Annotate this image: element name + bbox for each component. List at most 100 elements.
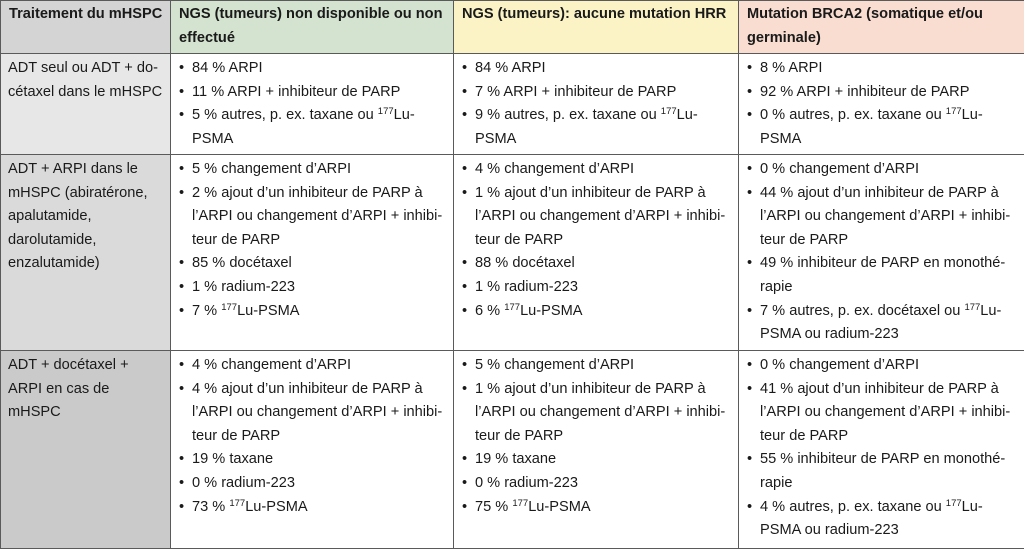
item-text: 88 % docétaxel — [475, 255, 575, 272]
item-text: 7 % ARPI + inhibiteur de PARP — [475, 83, 677, 100]
item-text: 49 % inhibiteur de PARP en monothé­rapie — [760, 255, 1006, 295]
item-text: 4 % ajout d’un inhibiteur de PARP à l’AR… — [192, 380, 443, 444]
list-item: • 92 % ARPI + inhibiteur de PARP — [747, 81, 1018, 105]
bullet-list: • 84 % ARPI • 11 % ARPI + inhibiteur de PAR… — [179, 57, 447, 151]
table-row: ADT seul ou ADT + do­cétaxel dans le mHS… — [0, 53, 1024, 155]
bullet-icon: • — [179, 278, 185, 295]
bullet-icon: • — [179, 255, 185, 272]
table-row: ADT + ARPI dans le mHSPC (abiratérone, a… — [0, 154, 1024, 351]
item-text: 0 % changement d’ARPI — [760, 161, 919, 177]
item-text: 84 % ARPI — [475, 60, 546, 76]
item-text: 11 % ARPI + inhibiteur de PARP — [192, 83, 401, 100]
bullet-list: • 5 % changement d’ARPI • 1 % ajout d’un in… — [462, 354, 732, 519]
bullet-icon: • — [462, 357, 468, 373]
list-item: • 0 % radium-223 — [462, 472, 732, 496]
bullet-icon: • — [747, 184, 753, 201]
item-text: 1 % ajout d’un inhibiteur de PARP à l’AR… — [475, 380, 726, 444]
bullet-icon: • — [747, 498, 753, 515]
bullet-icon: • — [747, 60, 753, 76]
list-item: • 1 % ajout d’un inhibiteur de PARP à l’A… — [462, 378, 732, 449]
item-text: 55 % inhibiteur de PARP en monothé­rapie — [760, 451, 1006, 491]
bullet-icon: • — [179, 474, 185, 491]
list-item: • 0 % autres, p. ex. taxane ou 177Lu-PSMA — [747, 104, 1018, 151]
item-text: 0 % changement d’ARPI — [760, 357, 919, 373]
list-item: • 55 % inhibiteur de PARP en monothé­rapi… — [747, 448, 1018, 495]
bullet-icon: • — [747, 83, 753, 100]
bullet-icon: • — [179, 107, 185, 124]
cell-ngs-unavailable: • 84 % ARPI • 11 % ARPI + inhibiteur de PAR… — [170, 53, 454, 155]
list-item: • 2 % ajout d’un inhibiteur de PARP à l’A… — [179, 182, 447, 253]
item-text: 2 % ajout d’un inhibiteur de PARP à l’AR… — [192, 184, 443, 248]
row-label: ADT + ARPI dans le mHSPC (abiratérone, a… — [0, 154, 171, 351]
cell-ngs-no-hrr: • 84 % ARPI • 7 % ARPI + inhibiteur de PARP… — [453, 53, 739, 155]
bullet-list: • 5 % changement d’ARPI • 2 % ajout d’un in… — [179, 158, 447, 323]
item-text: 0 % radium-223 — [475, 474, 579, 491]
bullet-icon: • — [747, 302, 753, 319]
row-label: ADT + docétaxel + ARPI en cas de mHSPC — [0, 350, 171, 549]
bullet-list: • 0 % changement d’ARPI • 44 % ajout d’un i… — [747, 158, 1018, 347]
bullet-icon: • — [462, 278, 468, 295]
bullet-icon: • — [747, 357, 753, 373]
bullet-list: • 4 % changement d’ARPI • 4 % ajout d’un in… — [179, 354, 447, 519]
item-text: 0 % autres, p. ex. taxane ou — [760, 107, 946, 124]
item-text: 75 % — [475, 498, 513, 515]
list-item: • 19 % taxane — [179, 448, 447, 472]
bullet-list: • 8 % ARPI • 92 % ARPI + inhibiteur de PARP… — [747, 57, 1018, 151]
bullet-icon: • — [462, 302, 468, 319]
bullet-icon: • — [462, 451, 468, 468]
cell-brca2: • 0 % changement d’ARPI • 44 % ajout d’un i… — [738, 154, 1024, 351]
list-item: • 41 % ajout d’un inhibiteur de PARP à l’… — [747, 378, 1018, 449]
item-text: Lu-PSMA — [475, 107, 698, 147]
list-item: • 75 % 177Lu-PSMA — [462, 496, 732, 520]
bullet-icon: • — [179, 60, 185, 76]
list-item: • 8 % ARPI — [747, 57, 1018, 81]
table-row: ADT + docétaxel + ARPI en cas de mHSPC •… — [0, 350, 1024, 549]
bullet-list: • 0 % changement d’ARPI • 41 % ajout d’un i… — [747, 354, 1018, 543]
isotope-superscript: 177 — [964, 301, 981, 313]
isotope-superscript: 177 — [504, 301, 521, 313]
header-row: Traitement du mHSPC NGS (tumeurs) non di… — [0, 0, 1024, 54]
item-text: 85 % docétaxel — [192, 255, 292, 272]
list-item: • 1 % radium-223 — [462, 276, 732, 300]
list-item: • 9 % autres, p. ex. taxane ou 177Lu-PSMA — [462, 104, 732, 151]
list-item: • 84 % ARPI — [179, 57, 447, 81]
list-item: • 6 % 177Lu-PSMA — [462, 300, 732, 324]
item-text: 19 % taxane — [192, 451, 274, 468]
item-text: 5 % changement d’ARPI — [475, 357, 634, 373]
bullet-list: • 84 % ARPI • 7 % ARPI + inhibiteur de PARP… — [462, 57, 732, 151]
item-text: 44 % ajout d’un inhibiteur de PARP à l’A… — [760, 184, 1011, 248]
list-item: • 7 % ARPI + inhibiteur de PARP — [462, 81, 732, 105]
item-text: Lu-PSMA — [192, 107, 415, 147]
cell-brca2: • 8 % ARPI • 92 % ARPI + inhibiteur de PARP… — [738, 53, 1024, 155]
item-text: 5 % autres, p. ex. taxane ou — [192, 107, 378, 124]
item-text: Lu-PSMA — [760, 107, 983, 147]
bullet-icon: • — [179, 302, 185, 319]
bullet-icon: • — [462, 380, 468, 397]
bullet-icon: • — [747, 255, 753, 272]
list-item: • 44 % ajout d’un inhibiteur de PARP à l’… — [747, 182, 1018, 253]
list-item: • 0 % changement d’ARPI — [747, 158, 1018, 182]
list-item: • 85 % docétaxel — [179, 252, 447, 276]
list-item: • 4 % ajout d’un inhibiteur de PARP à l’A… — [179, 378, 447, 449]
item-text: Lu-PSMA — [528, 498, 591, 515]
list-item: • 5 % changement d’ARPI — [179, 158, 447, 182]
bullet-icon: • — [179, 498, 185, 515]
item-text: Lu-PSMA — [520, 302, 583, 319]
cell-brca2: • 0 % changement d’ARPI • 41 % ajout d’un i… — [738, 350, 1024, 549]
item-text: 73 % — [192, 498, 230, 515]
isotope-superscript: 177 — [945, 106, 962, 118]
isotope-superscript: 177 — [945, 497, 962, 509]
bullet-icon: • — [179, 380, 185, 397]
isotope-superscript: 177 — [221, 301, 238, 313]
list-item: • 4 % changement d’ARPI — [179, 354, 447, 378]
list-item: • 1 % radium-223 — [179, 276, 447, 300]
list-item: • 1 % ajout d’un inhibiteur de PARP à l’A… — [462, 182, 732, 253]
item-text: 1 % radium-223 — [475, 278, 579, 295]
item-text: 7 % — [192, 302, 222, 319]
list-item: • 73 % 177Lu-PSMA — [179, 496, 447, 520]
item-text: 8 % ARPI — [760, 60, 823, 76]
list-item: • 7 % autres, p. ex. docétaxel ou 177Lu-P… — [747, 300, 1018, 347]
cell-ngs-unavailable: • 4 % changement d’ARPI • 4 % ajout d’un in… — [170, 350, 454, 549]
list-item: • 84 % ARPI — [462, 57, 732, 81]
